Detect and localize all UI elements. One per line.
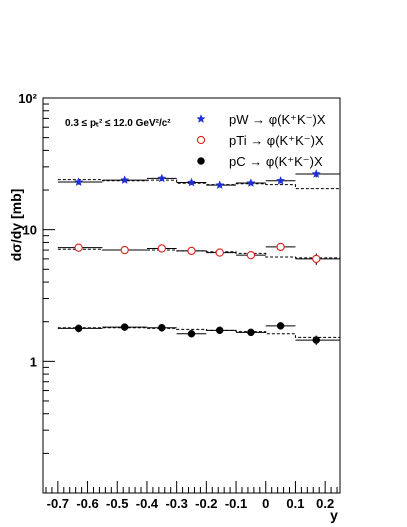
x-tick-label: -0.6 bbox=[76, 496, 98, 511]
data-point bbox=[312, 254, 321, 264]
y-tick-label: 1 bbox=[30, 354, 37, 369]
data-point bbox=[74, 324, 83, 333]
y-axis-title: dσ/dy [mb] bbox=[8, 189, 24, 262]
legend-marker bbox=[196, 114, 206, 123]
data-point bbox=[186, 177, 197, 187]
data-point bbox=[246, 251, 256, 260]
x-tick-label: -0.5 bbox=[106, 496, 128, 511]
x-tick-label: -0.2 bbox=[195, 496, 217, 511]
x-tick-label: 0 bbox=[262, 496, 269, 511]
x-axis-title: y bbox=[330, 507, 338, 523]
axis-labels: -0.7 -0.6 -0.5 -0.4 -0.3 -0.2 -0.1 0 0.1 0.2 1 10 10… bbox=[18, 91, 334, 511]
x-tick-label: -0.7 bbox=[47, 496, 69, 511]
x-tick-label: -0.4 bbox=[136, 496, 159, 511]
plot-frame bbox=[42, 97, 341, 494]
data-point bbox=[120, 245, 129, 255]
data-point bbox=[215, 326, 224, 335]
data-point bbox=[276, 242, 285, 252]
data-point bbox=[311, 169, 321, 178]
x-tick-label: -0.3 bbox=[165, 496, 187, 511]
data-point bbox=[120, 323, 129, 331]
data-point bbox=[73, 177, 84, 187]
data-point bbox=[215, 180, 225, 190]
x-tick-label: -0.1 bbox=[225, 496, 247, 511]
axis-ticks bbox=[43, 103, 338, 494]
data-point bbox=[246, 178, 256, 188]
legend: pW → φ(K⁺K⁻)X pTi → φ(K⁺K⁻)X pC → φ(K⁺K⁻)X bbox=[196, 112, 326, 169]
data-point bbox=[120, 175, 130, 185]
y-tick-label: 10² bbox=[18, 91, 37, 106]
data-point bbox=[157, 173, 167, 183]
legend-entry: pC → φ(K⁺K⁻)X bbox=[229, 154, 323, 169]
data-point bbox=[157, 244, 166, 253]
data-point bbox=[158, 323, 166, 332]
data-point bbox=[247, 328, 255, 337]
legend-marker bbox=[197, 157, 205, 165]
y-tick-label: 10 bbox=[23, 223, 37, 238]
legend-entry: pTi → φ(K⁺K⁻)X bbox=[229, 133, 324, 148]
data-point bbox=[276, 322, 285, 330]
data-point bbox=[74, 243, 83, 252]
data-point bbox=[275, 175, 286, 185]
x-tick-label: 0.1 bbox=[286, 496, 304, 511]
legend-marker bbox=[196, 135, 206, 145]
data-point bbox=[187, 246, 196, 256]
legend-entry: pW → φ(K⁺K⁻)X bbox=[229, 112, 326, 127]
data-point bbox=[215, 248, 224, 257]
plot-area-border bbox=[42, 97, 341, 494]
model-step-line bbox=[57, 179, 340, 190]
x-tick-label: 0.2 bbox=[316, 496, 334, 511]
model-step-line bbox=[57, 327, 340, 338]
data-point bbox=[187, 329, 196, 338]
data-points bbox=[57, 169, 340, 346]
data-point bbox=[312, 336, 320, 344]
pt-range-annotation: 0.3 ≤ pₜ² ≤ 12.0 GeV²/c² bbox=[65, 118, 171, 129]
